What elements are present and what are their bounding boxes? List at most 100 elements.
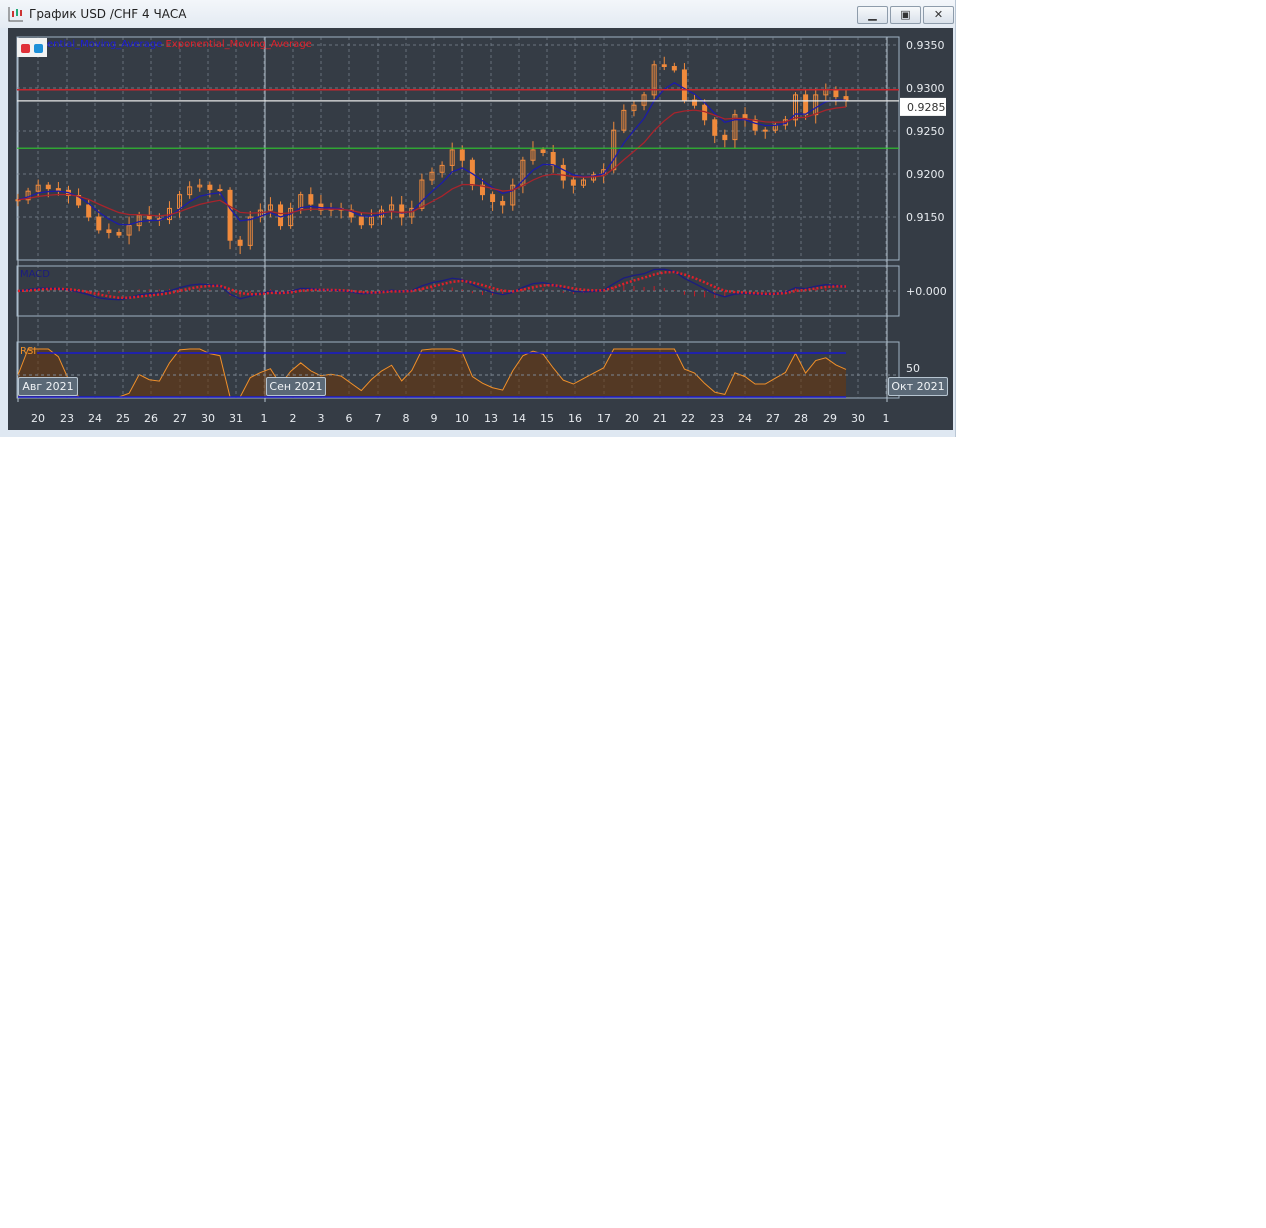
candle — [247, 211, 253, 250]
day-tick-label: 17 — [597, 412, 611, 425]
candle-body — [540, 149, 546, 153]
candle-body — [35, 184, 41, 192]
day-tick-label: 22 — [681, 412, 695, 425]
minimize-button[interactable]: ▁ — [857, 6, 888, 24]
candle-body — [833, 89, 839, 98]
candle-body — [409, 207, 415, 218]
candle — [823, 83, 829, 101]
candle — [651, 60, 657, 100]
day-tick-label: 15 — [540, 412, 554, 425]
candle — [187, 181, 193, 199]
ema-fast-line — [17, 82, 847, 226]
candle-body — [560, 164, 566, 181]
day-tick-label: 16 — [568, 412, 582, 425]
candle — [55, 181, 61, 196]
candle — [35, 179, 41, 198]
candle — [611, 121, 617, 174]
candle — [126, 216, 132, 245]
candle — [278, 201, 284, 230]
candle — [439, 161, 445, 178]
candle-body — [449, 149, 455, 166]
candle — [520, 156, 526, 194]
candle-body — [813, 94, 819, 116]
candle-body — [429, 171, 435, 181]
rsi-panel — [16, 341, 900, 399]
day-tick-label: 28 — [794, 412, 808, 425]
candle-body — [76, 195, 82, 206]
red-square-icon — [21, 44, 30, 53]
candle-body — [611, 129, 617, 171]
price-tick-label: 0.9200 — [906, 168, 945, 181]
candle-body — [459, 149, 465, 161]
candle — [96, 209, 102, 234]
candle-body — [490, 194, 496, 203]
day-tick-label: 20 — [31, 412, 45, 425]
day-tick-label: 10 — [455, 412, 469, 425]
price-tick-label: 0.9350 — [906, 39, 945, 52]
restore-button[interactable]: ▣ — [890, 6, 921, 24]
macd-zero-label: +0.000 — [906, 285, 947, 298]
candle — [803, 89, 809, 120]
candle-body — [510, 184, 516, 206]
candle-body — [116, 231, 122, 236]
day-tick-label: 9 — [431, 412, 438, 425]
price-tick-label: 0.9250 — [906, 125, 945, 138]
day-tick-label: 7 — [375, 412, 382, 425]
candle-body — [389, 204, 395, 211]
candle — [288, 202, 294, 229]
candle — [116, 228, 122, 238]
macd-line — [17, 268, 847, 301]
candle-body — [288, 207, 294, 227]
candle — [772, 121, 778, 134]
candle — [762, 127, 768, 139]
day-tick-label: 27 — [766, 412, 780, 425]
candle — [399, 196, 405, 226]
candle — [560, 158, 566, 189]
candle — [197, 178, 203, 192]
day-tick-label: 1 — [883, 412, 890, 425]
macd-title: MACD — [20, 269, 50, 280]
candle — [86, 198, 92, 222]
candle-body — [631, 104, 637, 111]
candle — [267, 197, 273, 218]
candle-body — [207, 184, 213, 190]
candle — [237, 235, 243, 255]
candle — [530, 141, 536, 165]
candle — [419, 173, 425, 212]
candle — [500, 195, 506, 214]
chart-window: График USD /CHF 4 ЧАСА ▁ ▣ ✕ 20 23 24 25 26 2… — [0, 0, 956, 437]
candle — [712, 117, 718, 144]
candle-body — [752, 119, 758, 131]
candle-body — [368, 216, 374, 226]
candle-body — [671, 66, 677, 71]
candle-body — [570, 179, 576, 186]
candle — [621, 104, 627, 134]
candle-body — [45, 184, 51, 190]
candle-body — [692, 99, 698, 106]
candle — [429, 167, 435, 186]
candle-body — [106, 229, 112, 233]
candle-body — [358, 216, 364, 226]
candle — [207, 181, 213, 198]
day-tick-label: 14 — [512, 412, 526, 425]
candle-body — [399, 204, 405, 218]
candle — [681, 63, 687, 104]
candle-body — [732, 114, 738, 141]
chart-canvas[interactable]: 20 23 24 25 26 27 30 31 1 2 3 6 7 8 9 10 13 14 15 16 17 20 21 2… — [0, 0, 955, 437]
indicator-legend: ential_Moving_Average Exponential_Moving… — [47, 39, 312, 50]
close-button[interactable]: ✕ — [923, 6, 954, 24]
candle — [752, 115, 758, 136]
candle-body — [712, 119, 718, 136]
candle-body — [803, 94, 809, 116]
legend-toggle[interactable] — [17, 38, 47, 57]
candlestick-chart-icon — [8, 7, 23, 22]
candle — [449, 142, 455, 174]
candle — [348, 204, 354, 223]
candle — [76, 188, 82, 209]
rsi-title: RSI — [20, 346, 36, 357]
day-tick-label: 29 — [823, 412, 837, 425]
candle-body — [308, 194, 314, 205]
candle-body — [550, 152, 556, 166]
day-tick-label: 27 — [173, 412, 187, 425]
candle-body — [247, 216, 253, 246]
